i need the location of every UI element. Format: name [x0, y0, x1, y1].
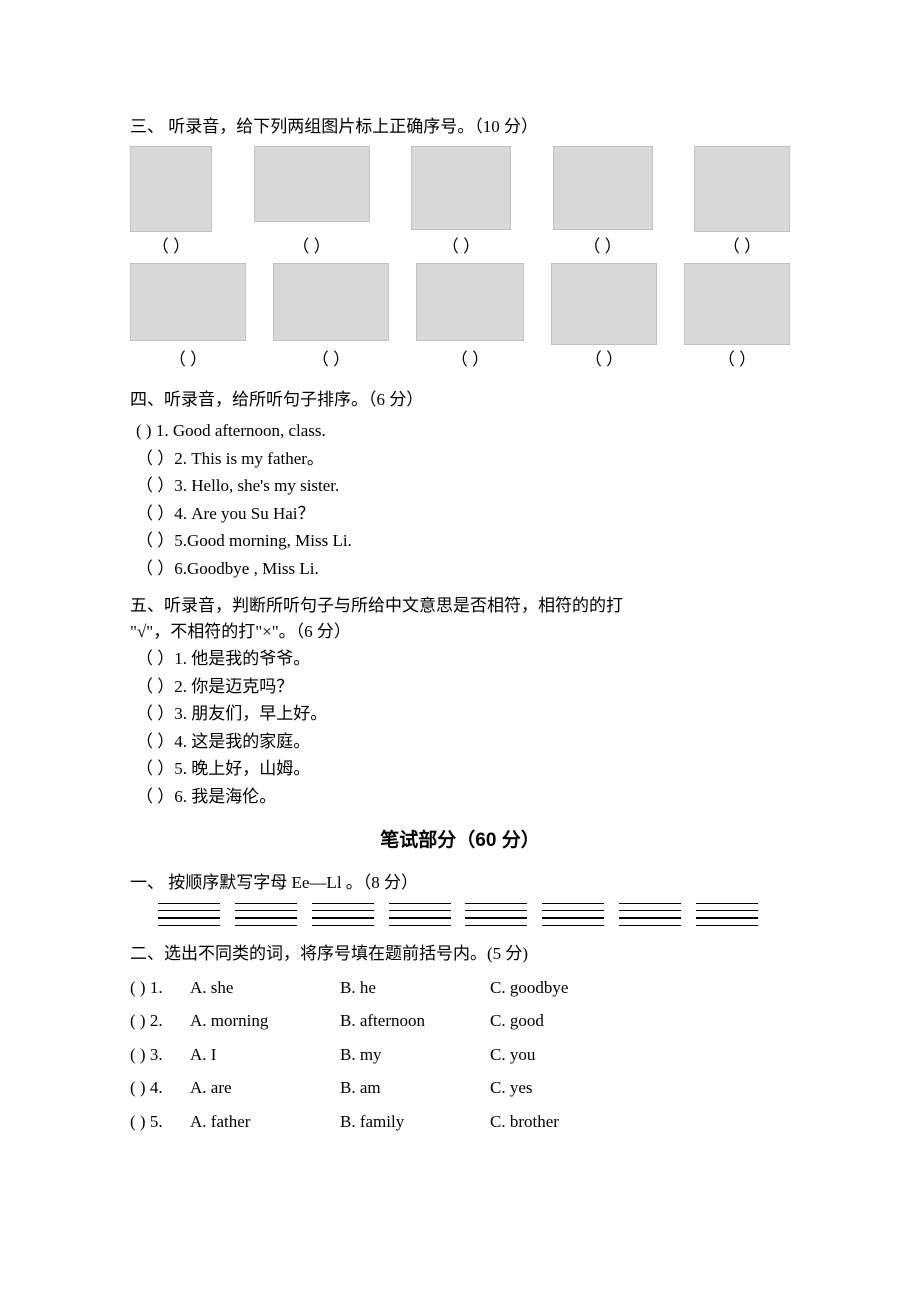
section5-item: （ ）2. 你是迈克吗？	[136, 674, 790, 700]
mcq-row: ( ) 3. A. I B. my C. you	[130, 1042, 790, 1068]
mcq-row: ( ) 4. A. are B. am C. yes	[130, 1075, 790, 1101]
worksheet-image	[411, 146, 511, 230]
mcq-row: ( ) 5. A. father B. family C. brother	[130, 1109, 790, 1135]
section4-item: （ ）5.Good morning, Miss Li.	[136, 528, 790, 554]
section3-img-row2	[130, 263, 790, 345]
mcq-optB: B. my	[340, 1042, 490, 1068]
mcq-row: ( ) 1. A. she B. he C. goodbye	[130, 975, 790, 1001]
mcq-optA: A. I	[190, 1042, 340, 1068]
mcq-row: ( ) 2. A. morning B. afternoon C. good	[130, 1008, 790, 1034]
writing-slot	[619, 903, 681, 927]
answer-blank: （ ）	[130, 234, 212, 260]
written-part-title: 笔试部分（60 分）	[130, 827, 790, 856]
writtenQ1-title: 一、 按顺序默写字母 Ee—Ll 。（8 分）	[130, 870, 790, 896]
mcq-prefix: ( ) 5.	[130, 1109, 190, 1135]
mcq-optA: A. father	[190, 1109, 340, 1135]
section5-item: （ ）1. 他是我的爷爷。	[136, 646, 790, 672]
answer-blank: （ ）	[553, 234, 653, 260]
worksheet-image	[551, 263, 657, 345]
mcq-optC: C. goodbye	[490, 975, 640, 1001]
mcq-optB: B. he	[340, 975, 490, 1001]
mcq-optA: A. she	[190, 975, 340, 1001]
worksheet-image	[130, 146, 212, 232]
mcq-optB: B. am	[340, 1075, 490, 1101]
image-cell	[416, 263, 524, 345]
section4-item: ( ) 1. Good afternoon, class.	[136, 418, 790, 444]
worksheet-image	[130, 263, 246, 341]
mcq-optC: C. yes	[490, 1075, 640, 1101]
image-cell	[130, 263, 246, 345]
section4-title: 四、听录音，给所听句子排序。（6 分）	[130, 387, 790, 413]
answer-blank: （ ）	[411, 234, 511, 260]
image-cell	[684, 263, 790, 345]
image-cell	[551, 263, 657, 345]
mcq-prefix: ( ) 4.	[130, 1075, 190, 1101]
worksheet-image	[254, 146, 370, 222]
answer-blank: （ ）	[416, 347, 524, 373]
writing-line-row	[158, 903, 758, 927]
image-cell	[694, 146, 790, 232]
worksheet-image	[416, 263, 524, 341]
image-cell	[273, 263, 389, 345]
writing-slot	[465, 903, 527, 927]
writing-slot	[389, 903, 451, 927]
writing-slot	[696, 903, 758, 927]
section3-answer-row1: （ ） （ ） （ ） （ ） （ ）	[130, 234, 790, 260]
writing-slot	[158, 903, 220, 927]
writtenQ2-title: 二、选出不同类的词，将序号填在题前括号内。(5 分)	[130, 941, 790, 967]
section4-item: （ ）4. Are you Su Hai？	[136, 501, 790, 527]
worksheet-image	[694, 146, 790, 232]
section5-title-line1: 五、听录音，判断所听句子与所给中文意思是否相符，相符的的打	[130, 593, 790, 619]
section4-item: （ ）3. Hello, she's my sister.	[136, 473, 790, 499]
section3-img-row1	[130, 146, 790, 232]
mcq-prefix: ( ) 2.	[130, 1008, 190, 1034]
worksheet-image	[684, 263, 790, 345]
section5-item: （ ）5. 晚上好，山姆。	[136, 756, 790, 782]
section4-item: （ ）6.Goodbye , Miss Li.	[136, 556, 790, 582]
mcq-optB: B. family	[340, 1109, 490, 1135]
writing-slot	[542, 903, 604, 927]
section5-item: （ ）3. 朋友们，早上好。	[136, 701, 790, 727]
image-cell	[254, 146, 370, 232]
answer-blank: （ ）	[130, 347, 246, 373]
mcq-optC: C. you	[490, 1042, 640, 1068]
answer-blank: （ ）	[684, 347, 790, 373]
writing-slot	[312, 903, 374, 927]
mcq-optB: B. afternoon	[340, 1008, 490, 1034]
section5-item: （ ）4. 这是我的家庭。	[136, 729, 790, 755]
writing-slot	[235, 903, 297, 927]
image-cell	[130, 146, 212, 232]
image-cell	[411, 146, 511, 232]
answer-blank: （ ）	[694, 234, 790, 260]
section3-answer-row2: （ ） （ ） （ ） （ ） （ ）	[130, 347, 790, 373]
mcq-optA: A. morning	[190, 1008, 340, 1034]
worksheet-page: 三、 听录音，给下列两组图片标上正确序号。（10 分） （ ） （ ） （ ） …	[0, 0, 920, 1202]
mcq-optA: A. are	[190, 1075, 340, 1101]
mcq-prefix: ( ) 3.	[130, 1042, 190, 1068]
answer-blank: （ ）	[273, 347, 389, 373]
mcq-optC: C. brother	[490, 1109, 640, 1135]
worksheet-image	[553, 146, 653, 230]
answer-blank: （ ）	[551, 347, 657, 373]
answer-blank: （ ）	[254, 234, 370, 260]
section5-title-line2: "√"，不相符的打"×"。（6 分）	[130, 619, 790, 645]
image-cell	[553, 146, 653, 232]
section5-item: （ ）6. 我是海伦。	[136, 784, 790, 810]
mcq-prefix: ( ) 1.	[130, 975, 190, 1001]
mcq-optC: C. good	[490, 1008, 640, 1034]
section4-item: （ ）2. This is my father。	[136, 446, 790, 472]
section3-title: 三、 听录音，给下列两组图片标上正确序号。（10 分）	[130, 114, 790, 140]
worksheet-image	[273, 263, 389, 341]
